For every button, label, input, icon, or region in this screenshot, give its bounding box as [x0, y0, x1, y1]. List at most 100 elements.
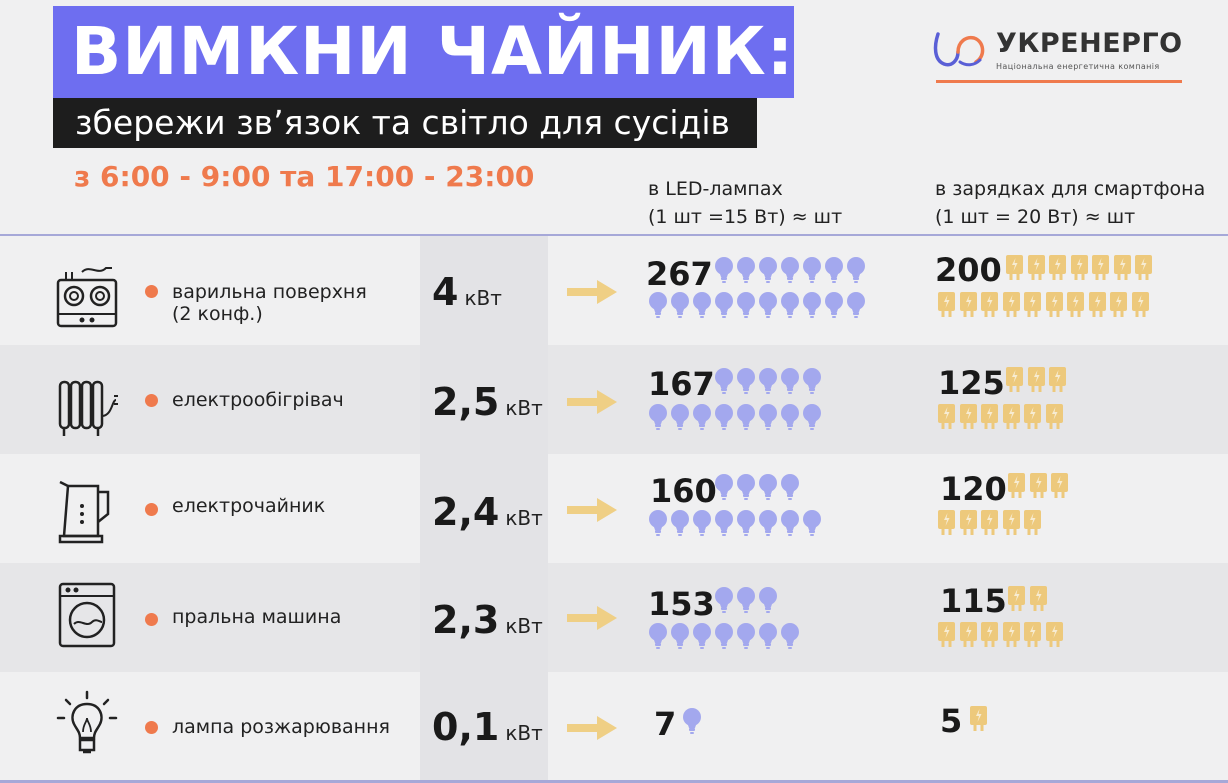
peak-hours-text: з 6:00 - 9:00 та 17:00 - 23:00 — [74, 160, 535, 193]
device-label: електрочайник — [172, 495, 326, 517]
led-bulb-icon — [737, 404, 755, 430]
power-value: 2,5 кВт — [432, 380, 543, 424]
power-unit: кВт — [505, 721, 543, 745]
led-bulb-icon — [759, 404, 777, 430]
incandescent-lamp-icon — [56, 690, 118, 754]
led-bulb-icon — [759, 587, 777, 613]
charger-column-header: в зарядках для смартфона (1 шт = 20 Вт) … — [935, 175, 1205, 231]
phone-charger-icon — [1006, 367, 1023, 392]
charger-count: 115 — [940, 582, 1007, 620]
page-subtitle: збережи зв’язок та світло для сусідів — [53, 98, 757, 148]
led-bulb-icon — [715, 404, 733, 430]
bullet-dot — [145, 394, 158, 407]
led-bulb-icon — [649, 623, 667, 649]
phone-charger-icon — [1027, 255, 1045, 280]
charger-header-line2: (1 шт = 20 Вт) ≈ шт — [935, 206, 1136, 228]
ukrenergo-logo: УКРЕНЕРГО Національна енергетична компан… — [930, 20, 1190, 90]
power-value: 2,3 кВт — [432, 598, 543, 642]
phone-charger-icon — [1110, 292, 1127, 317]
led-bulb-icon — [649, 292, 667, 318]
ukrenergo-logo-icon — [933, 32, 985, 67]
phone-charger-icon — [1045, 622, 1063, 647]
phone-charger-icon — [1029, 586, 1047, 611]
phone-charger-icon — [1027, 367, 1045, 392]
phone-charger-icon — [1113, 255, 1131, 280]
led-bulb-icon — [781, 474, 799, 500]
led-bulb-icon — [781, 368, 799, 394]
table-row — [0, 345, 1228, 454]
led-bulb-icon — [803, 510, 821, 536]
phone-charger-icon — [938, 622, 955, 647]
led-bulb-icon — [847, 257, 865, 283]
phone-charger-icon — [1002, 292, 1020, 317]
logo-name: УКРЕНЕРГО — [996, 28, 1183, 59]
led-bulb-icon — [715, 368, 733, 394]
led-bulb-icon — [759, 623, 777, 649]
bullet-dot — [145, 613, 158, 626]
bullet-dot — [145, 503, 158, 516]
heater-icon — [58, 380, 118, 436]
led-count: 153 — [648, 585, 715, 623]
phone-charger-icon — [1131, 292, 1149, 317]
led-bulb-icon — [737, 587, 755, 613]
led-bulb-icon — [715, 257, 733, 283]
table-top-divider — [0, 234, 1228, 236]
kettle-icon — [58, 480, 110, 544]
phone-charger-icon — [1002, 622, 1020, 647]
phone-charger-icon — [1045, 292, 1063, 317]
phone-charger-icon — [1024, 404, 1041, 429]
led-bulb-icon — [693, 404, 711, 430]
phone-charger-icon — [959, 292, 977, 317]
phone-charger-icon — [1002, 510, 1020, 535]
bullet-dot — [145, 721, 158, 734]
led-bulb-icon — [649, 510, 667, 536]
led-bulb-icon — [759, 292, 777, 318]
led-bulb-icon — [693, 292, 711, 318]
phone-charger-icon — [959, 404, 977, 429]
power-number: 2,3 — [432, 598, 500, 642]
phone-charger-icon — [981, 292, 998, 317]
bullet-dot — [145, 285, 158, 298]
led-count: 167 — [648, 365, 715, 403]
led-bulb-icon — [715, 587, 733, 613]
arrow-right-icon — [567, 498, 617, 522]
phone-charger-icon — [959, 622, 977, 647]
power-column-band — [420, 236, 548, 781]
device-label: електрообігрівач — [172, 389, 344, 411]
led-bulb-icon — [683, 708, 701, 734]
led-bulb-icon — [649, 404, 667, 430]
arrow-right-icon — [567, 280, 617, 304]
power-number: 0,1 — [432, 705, 500, 749]
washing-machine-icon — [58, 582, 116, 648]
led-bulb-icon — [671, 404, 689, 430]
power-number: 2,5 — [432, 380, 500, 424]
power-value: 0,1 кВт — [432, 705, 543, 749]
led-count: 267 — [646, 255, 713, 293]
phone-charger-icon — [1024, 510, 1041, 535]
phone-charger-icon — [981, 510, 998, 535]
phone-charger-icon — [959, 510, 977, 535]
phone-charger-icon — [981, 622, 998, 647]
power-value: 2,4 кВт — [432, 490, 543, 534]
cooktop-icon — [56, 267, 118, 328]
led-bulb-icon — [781, 623, 799, 649]
phone-charger-icon — [1051, 473, 1068, 498]
table-bottom-divider — [0, 780, 1228, 783]
power-unit: кВт — [505, 614, 543, 638]
phone-charger-icon — [1135, 255, 1152, 280]
led-bulb-icon — [781, 292, 799, 318]
phone-charger-icon — [938, 510, 955, 535]
device-label: пральна машина — [172, 606, 342, 628]
led-count: 7 — [654, 705, 677, 743]
phone-charger-icon — [1049, 367, 1066, 392]
led-bulb-icon — [759, 510, 777, 536]
led-bulb-icon — [803, 368, 821, 394]
charger-header-line1: в зарядках для смартфона — [935, 178, 1206, 200]
logo-tagline: Національна енергетична компанія — [996, 62, 1160, 71]
led-bulb-icon — [737, 292, 755, 318]
led-header-line2: (1 шт =15 Вт) ≈ шт — [648, 206, 843, 228]
arrow-right-icon — [567, 606, 617, 630]
led-count: 160 — [650, 472, 717, 510]
power-unit: кВт — [464, 286, 502, 310]
led-bulb-icon — [803, 404, 821, 430]
